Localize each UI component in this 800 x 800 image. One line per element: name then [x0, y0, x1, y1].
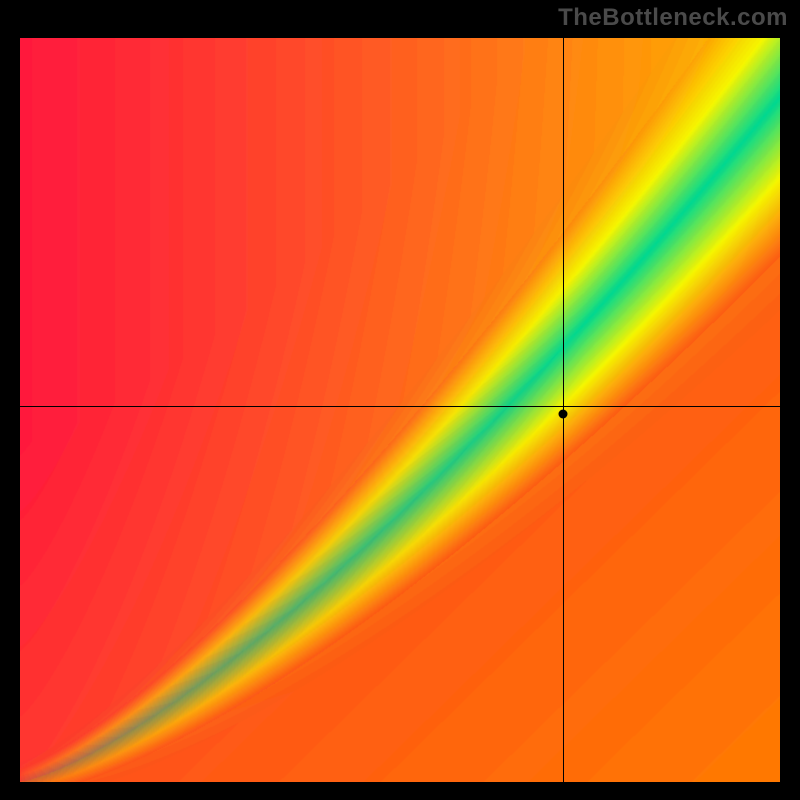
crosshair-marker	[559, 410, 568, 419]
chart-container: TheBottleneck.com	[0, 0, 800, 800]
plot-area	[20, 38, 780, 782]
heatmap-canvas	[20, 38, 780, 782]
watermark-text: TheBottleneck.com	[558, 4, 788, 32]
crosshair-horizontal	[20, 406, 780, 407]
